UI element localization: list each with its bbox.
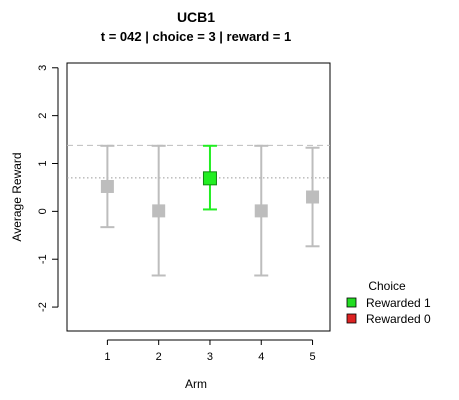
x-tick-label-4: 4: [258, 351, 264, 363]
legend-label-rewarded-1: Rewarded 1: [366, 296, 431, 310]
point-arm-2: [152, 204, 166, 218]
y-tick-label-3: 3: [37, 65, 49, 71]
y-axis: -2 -1 0 1 2 3: [37, 65, 59, 312]
x-axis: 1 2 3 4 5: [104, 339, 316, 363]
point-arm-1: [100, 179, 114, 193]
x-tick-label-5: 5: [309, 351, 315, 363]
chart-title: UCB1: [177, 9, 215, 25]
x-tick-label-1: 1: [104, 351, 110, 363]
data-points: [100, 171, 320, 218]
x-axis-label: Arm: [185, 377, 207, 391]
legend-swatch-rewarded-1: [346, 297, 357, 308]
y-tick-label-1: 1: [37, 160, 49, 166]
legend-title: Choice: [368, 279, 406, 293]
point-arm-5: [306, 190, 320, 204]
y-tick-label--1: -1: [37, 254, 49, 264]
legend-label-rewarded-0: Rewarded 0: [366, 312, 431, 326]
y-tick-label-0: 0: [37, 208, 49, 214]
y-tick-label--2: -2: [37, 302, 49, 312]
x-tick-label-2: 2: [156, 351, 162, 363]
chart-subtitle: t = 042 | choice = 3 | reward = 1: [101, 29, 291, 44]
y-tick-label-2: 2: [37, 113, 49, 119]
legend: Choice Rewarded 1 Rewarded 0: [346, 279, 431, 326]
y-axis-label: Average Reward: [10, 152, 24, 241]
plot-frame: [66, 62, 331, 332]
x-tick-label-3: 3: [207, 351, 213, 363]
error-bars: [100, 144, 320, 277]
point-arm-3: [202, 171, 217, 186]
point-arm-4: [254, 204, 268, 218]
legend-swatch-rewarded-0: [346, 313, 357, 324]
